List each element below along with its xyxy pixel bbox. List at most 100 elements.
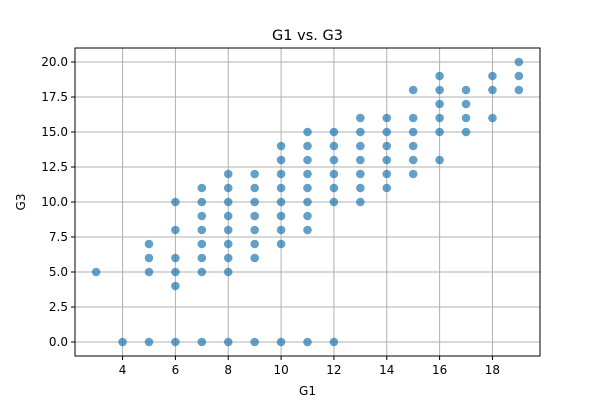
data-point bbox=[303, 183, 312, 193]
data-point bbox=[356, 197, 365, 207]
x-tick-label: 16 bbox=[432, 363, 447, 377]
data-point bbox=[408, 85, 418, 95]
data-point bbox=[223, 211, 233, 221]
data-point bbox=[91, 267, 101, 277]
data-point bbox=[276, 169, 286, 179]
data-point bbox=[382, 113, 392, 123]
data-point bbox=[435, 113, 444, 123]
x-tick-label: 14 bbox=[379, 363, 394, 377]
y-tick-label: 20.0 bbox=[41, 55, 68, 69]
data-point bbox=[488, 71, 497, 81]
data-point bbox=[223, 239, 233, 249]
data-point bbox=[356, 169, 365, 179]
data-point bbox=[171, 253, 180, 263]
data-point bbox=[223, 197, 233, 207]
data-point bbox=[382, 169, 392, 179]
x-tick-label: 10 bbox=[273, 363, 288, 377]
chart-title: G1 vs. G3 bbox=[272, 28, 343, 44]
data-point bbox=[303, 127, 312, 137]
data-point bbox=[435, 127, 444, 137]
data-point bbox=[514, 85, 524, 95]
data-point bbox=[197, 267, 207, 277]
data-point bbox=[223, 225, 233, 235]
data-point bbox=[382, 141, 392, 151]
data-point bbox=[250, 239, 259, 249]
data-point bbox=[250, 197, 259, 207]
data-point bbox=[276, 141, 286, 151]
data-point bbox=[488, 85, 497, 95]
data-point bbox=[329, 183, 339, 193]
data-point bbox=[356, 141, 365, 151]
data-point bbox=[514, 71, 524, 81]
data-point bbox=[250, 337, 259, 347]
data-point bbox=[329, 141, 339, 151]
data-point bbox=[250, 169, 259, 179]
data-point bbox=[276, 239, 286, 249]
data-point bbox=[144, 337, 154, 347]
data-point bbox=[197, 197, 207, 207]
y-tick-label: 0.0 bbox=[49, 335, 68, 349]
data-point bbox=[329, 169, 339, 179]
data-point bbox=[303, 337, 312, 347]
data-point bbox=[276, 183, 286, 193]
data-point bbox=[461, 85, 471, 95]
data-point bbox=[144, 239, 154, 249]
data-point bbox=[303, 155, 312, 165]
data-point bbox=[197, 225, 207, 235]
y-tick-label: 15.0 bbox=[41, 125, 68, 139]
data-point bbox=[461, 127, 471, 137]
data-point bbox=[461, 99, 471, 109]
data-point bbox=[382, 155, 392, 165]
data-point bbox=[223, 253, 233, 263]
data-point bbox=[356, 113, 365, 123]
data-point bbox=[223, 183, 233, 193]
x-tick-label: 8 bbox=[224, 363, 232, 377]
data-point bbox=[488, 113, 497, 123]
data-point bbox=[223, 267, 233, 277]
x-tick-label: 18 bbox=[485, 363, 500, 377]
data-point bbox=[329, 337, 339, 347]
x-axis-ticks: 4 6 8 10 12 14 16 18 bbox=[119, 356, 500, 377]
x-tick-label: 4 bbox=[119, 363, 127, 377]
data-point bbox=[329, 127, 339, 137]
data-point bbox=[276, 155, 286, 165]
data-point bbox=[435, 85, 444, 95]
data-point bbox=[303, 211, 312, 221]
data-point bbox=[197, 337, 207, 347]
data-point bbox=[408, 169, 418, 179]
y-tick-label: 12.5 bbox=[41, 160, 68, 174]
y-tick-label: 2.5 bbox=[49, 300, 68, 314]
data-point bbox=[144, 267, 154, 277]
data-point bbox=[408, 113, 418, 123]
data-point bbox=[171, 225, 180, 235]
data-point bbox=[223, 337, 233, 347]
y-axis-ticks: 0.0 2.5 5.0 7.5 10.0 12.5 15.0 17.5 20.0 bbox=[41, 55, 75, 349]
data-point bbox=[276, 197, 286, 207]
data-point bbox=[250, 225, 259, 235]
data-point bbox=[250, 183, 259, 193]
x-axis-label: G1 bbox=[299, 384, 316, 398]
data-point bbox=[303, 169, 312, 179]
data-point bbox=[408, 127, 418, 137]
data-point bbox=[276, 225, 286, 235]
data-point bbox=[514, 57, 524, 67]
y-tick-label: 7.5 bbox=[49, 230, 68, 244]
data-point bbox=[171, 197, 180, 207]
data-point bbox=[408, 141, 418, 151]
data-point bbox=[356, 183, 365, 193]
data-point bbox=[435, 155, 444, 165]
data-point bbox=[329, 197, 339, 207]
data-point bbox=[382, 127, 392, 137]
data-point bbox=[435, 71, 444, 81]
data-point bbox=[382, 183, 392, 193]
data-point bbox=[276, 211, 286, 221]
data-point bbox=[250, 211, 259, 221]
x-tick-label: 6 bbox=[172, 363, 180, 377]
data-point bbox=[329, 155, 339, 165]
data-point bbox=[223, 169, 233, 179]
y-tick-label: 17.5 bbox=[41, 90, 68, 104]
data-point bbox=[197, 239, 207, 249]
data-point bbox=[303, 225, 312, 235]
data-point bbox=[408, 155, 418, 165]
